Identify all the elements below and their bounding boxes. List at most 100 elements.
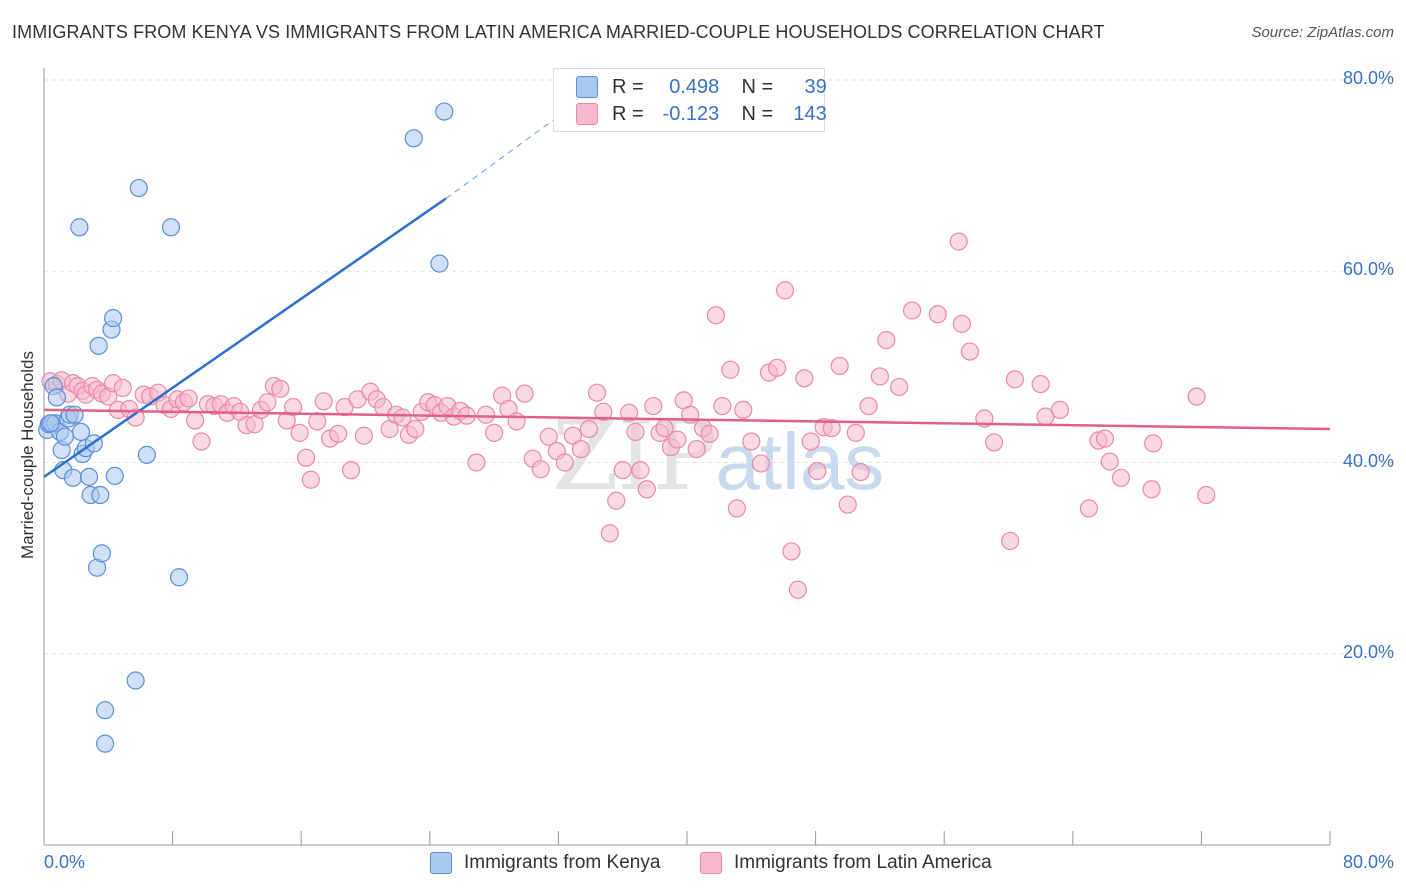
kenya-point [55,427,74,446]
kenya-point [95,701,115,720]
latam-point [721,360,740,379]
kenya-points [38,102,454,753]
latam-point [687,440,706,459]
latam-point [808,462,827,481]
latam-point [767,358,787,377]
latam-point [296,448,316,467]
latam-point [822,418,841,438]
latam-point [727,499,746,518]
latam-point [301,470,320,489]
latam-trend-line [43,408,1331,431]
trend-lines [43,115,1331,478]
latam-point [631,461,650,480]
kenya-point [404,129,423,148]
x-tick-max: 80.0% [1342,852,1394,872]
latam-point [600,524,619,543]
y-tick-label: 80.0% [1342,68,1394,88]
legend-item-latam[interactable]: Immigrants from Latin America [700,852,992,874]
latam-point [838,495,857,514]
latam-point [1197,485,1216,505]
r-value: 0.498 [669,75,720,98]
latam-point [563,426,582,445]
y-tick-label: 40.0% [1342,450,1394,471]
latam-point [354,426,373,445]
kenya-swatch [576,76,598,98]
grid-lines [44,79,1392,655]
latam-point [393,408,412,427]
latam-point [607,491,626,510]
latam-points [41,232,1216,599]
latam-swatch [576,103,598,125]
stats-row-latam: R = -0.123 N = 143 [576,101,827,127]
latam-point [801,432,820,451]
r-value: -0.123 [662,102,720,125]
kenya-point [71,422,91,441]
latam-point [1050,400,1070,420]
kenya-trend-line [43,197,447,478]
latam-point [192,432,211,451]
latam-point [952,314,971,333]
axes [43,68,1331,846]
latam-point [984,433,1004,452]
latam-point [788,580,808,599]
kenya-point [161,218,181,237]
latam-point [830,356,849,376]
latam-point [751,454,771,473]
latam-point [713,396,732,416]
latam-point [507,412,526,431]
latam-point [308,412,327,431]
latam-point [485,423,504,442]
source-label: Source: ZipAtlas.com [1251,24,1394,41]
kenya-point [92,544,111,563]
latam-point [890,377,909,397]
latam-point [126,408,145,427]
latam-point [290,423,309,442]
latam-point [179,389,198,408]
latam-point [626,422,645,441]
latam-point [928,305,947,324]
kenya-point [169,568,189,587]
latam-point [851,462,870,482]
kenya-trend-extension [445,115,559,199]
chart-title: IMMIGRANTS FROM KENYA VS IMMIGRANTS FROM… [12,22,1105,42]
latam-point [902,301,922,320]
latam-point [1095,429,1115,448]
latam-swatch [700,852,722,874]
kenya-point [47,388,66,407]
kenya-point [435,102,454,121]
x-tick-min: 0.0% [44,852,86,872]
latam-point [782,542,801,561]
kenya-point [65,405,84,424]
latam-point [1079,499,1098,518]
kenya-point [430,254,449,273]
kenya-point [79,467,99,486]
latam-point [775,281,795,300]
latam-point [644,396,663,416]
latam-point [668,430,687,449]
latam-point [587,383,607,402]
latam-point [406,419,425,439]
latam-point [1187,387,1206,406]
kenya-point [91,485,110,505]
latam-point [742,432,761,451]
latam-point [113,378,132,398]
latam-point [877,331,896,350]
latam-point [1100,452,1119,471]
latam-point [467,453,486,472]
latam-point [341,461,361,480]
kenya-point [129,178,148,198]
kenya-point [137,445,156,464]
latam-point [271,379,290,398]
latam-point [870,367,890,386]
latam-point [846,423,865,442]
latam-point [1142,480,1161,499]
latam-point [186,411,205,430]
stats-row-kenya: R = 0.498 N = 39 [576,74,827,100]
latam-point [795,369,814,388]
kenya-point [105,466,124,485]
kenya-swatch [430,852,452,874]
latam-point [637,480,656,499]
kenya-point [63,468,83,487]
latam-point [476,405,496,424]
legend-item-kenya[interactable]: Immigrants from Kenya [430,852,660,874]
